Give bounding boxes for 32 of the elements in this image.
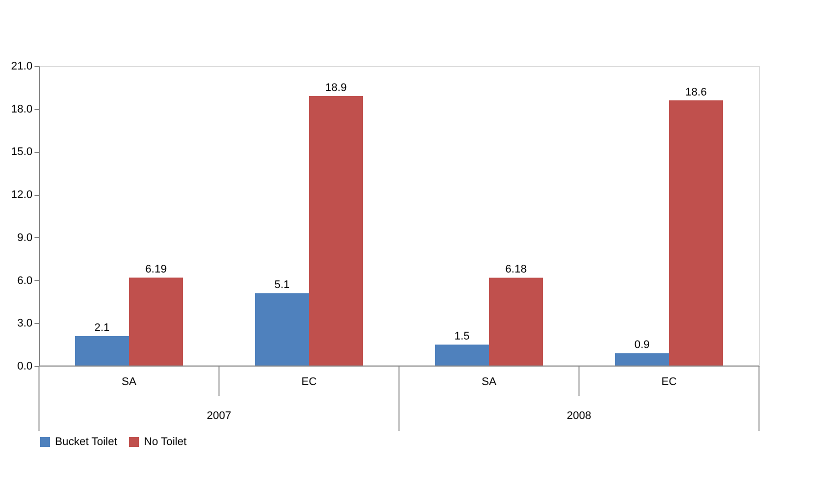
bar	[435, 344, 489, 366]
bar	[669, 100, 723, 366]
data-label: 18.9	[325, 82, 347, 94]
data-label: 6.19	[145, 264, 167, 276]
text: 2008	[566, 410, 592, 422]
x-tick-label: EC	[661, 376, 677, 388]
x-tick-label: SA	[482, 376, 497, 388]
data-label: 1.5	[454, 330, 470, 343]
data-label: 0.9	[634, 339, 650, 352]
data-label: 5.1	[274, 279, 290, 292]
data-label: 6.18	[505, 264, 527, 276]
y-tick-label: 18.0	[11, 103, 32, 116]
y-tick-label: 21.0	[11, 60, 32, 72]
y-tick-label: 6.0	[17, 274, 32, 287]
bar	[309, 96, 363, 366]
legend-label: No Toilet	[144, 436, 187, 448]
y-tick-label: 15.0	[11, 146, 32, 158]
bar	[489, 278, 543, 366]
data-label: 18.6	[685, 86, 707, 98]
x-tick-label: EC	[301, 376, 317, 388]
y-tick-label: 3.0	[17, 318, 32, 330]
data-label: 2.1	[94, 322, 110, 334]
bar	[75, 336, 129, 366]
x-tick-label: SA	[122, 376, 137, 388]
legend-label: Bucket Toilet	[55, 436, 118, 448]
bar	[255, 293, 309, 366]
y-tick-label: 12.0	[11, 189, 32, 202]
bar	[615, 353, 669, 366]
bar	[129, 278, 183, 366]
y-tick-label: 9.0	[17, 232, 32, 244]
text: 2007	[206, 410, 232, 422]
y-tick-label: 0.0	[17, 360, 32, 372]
